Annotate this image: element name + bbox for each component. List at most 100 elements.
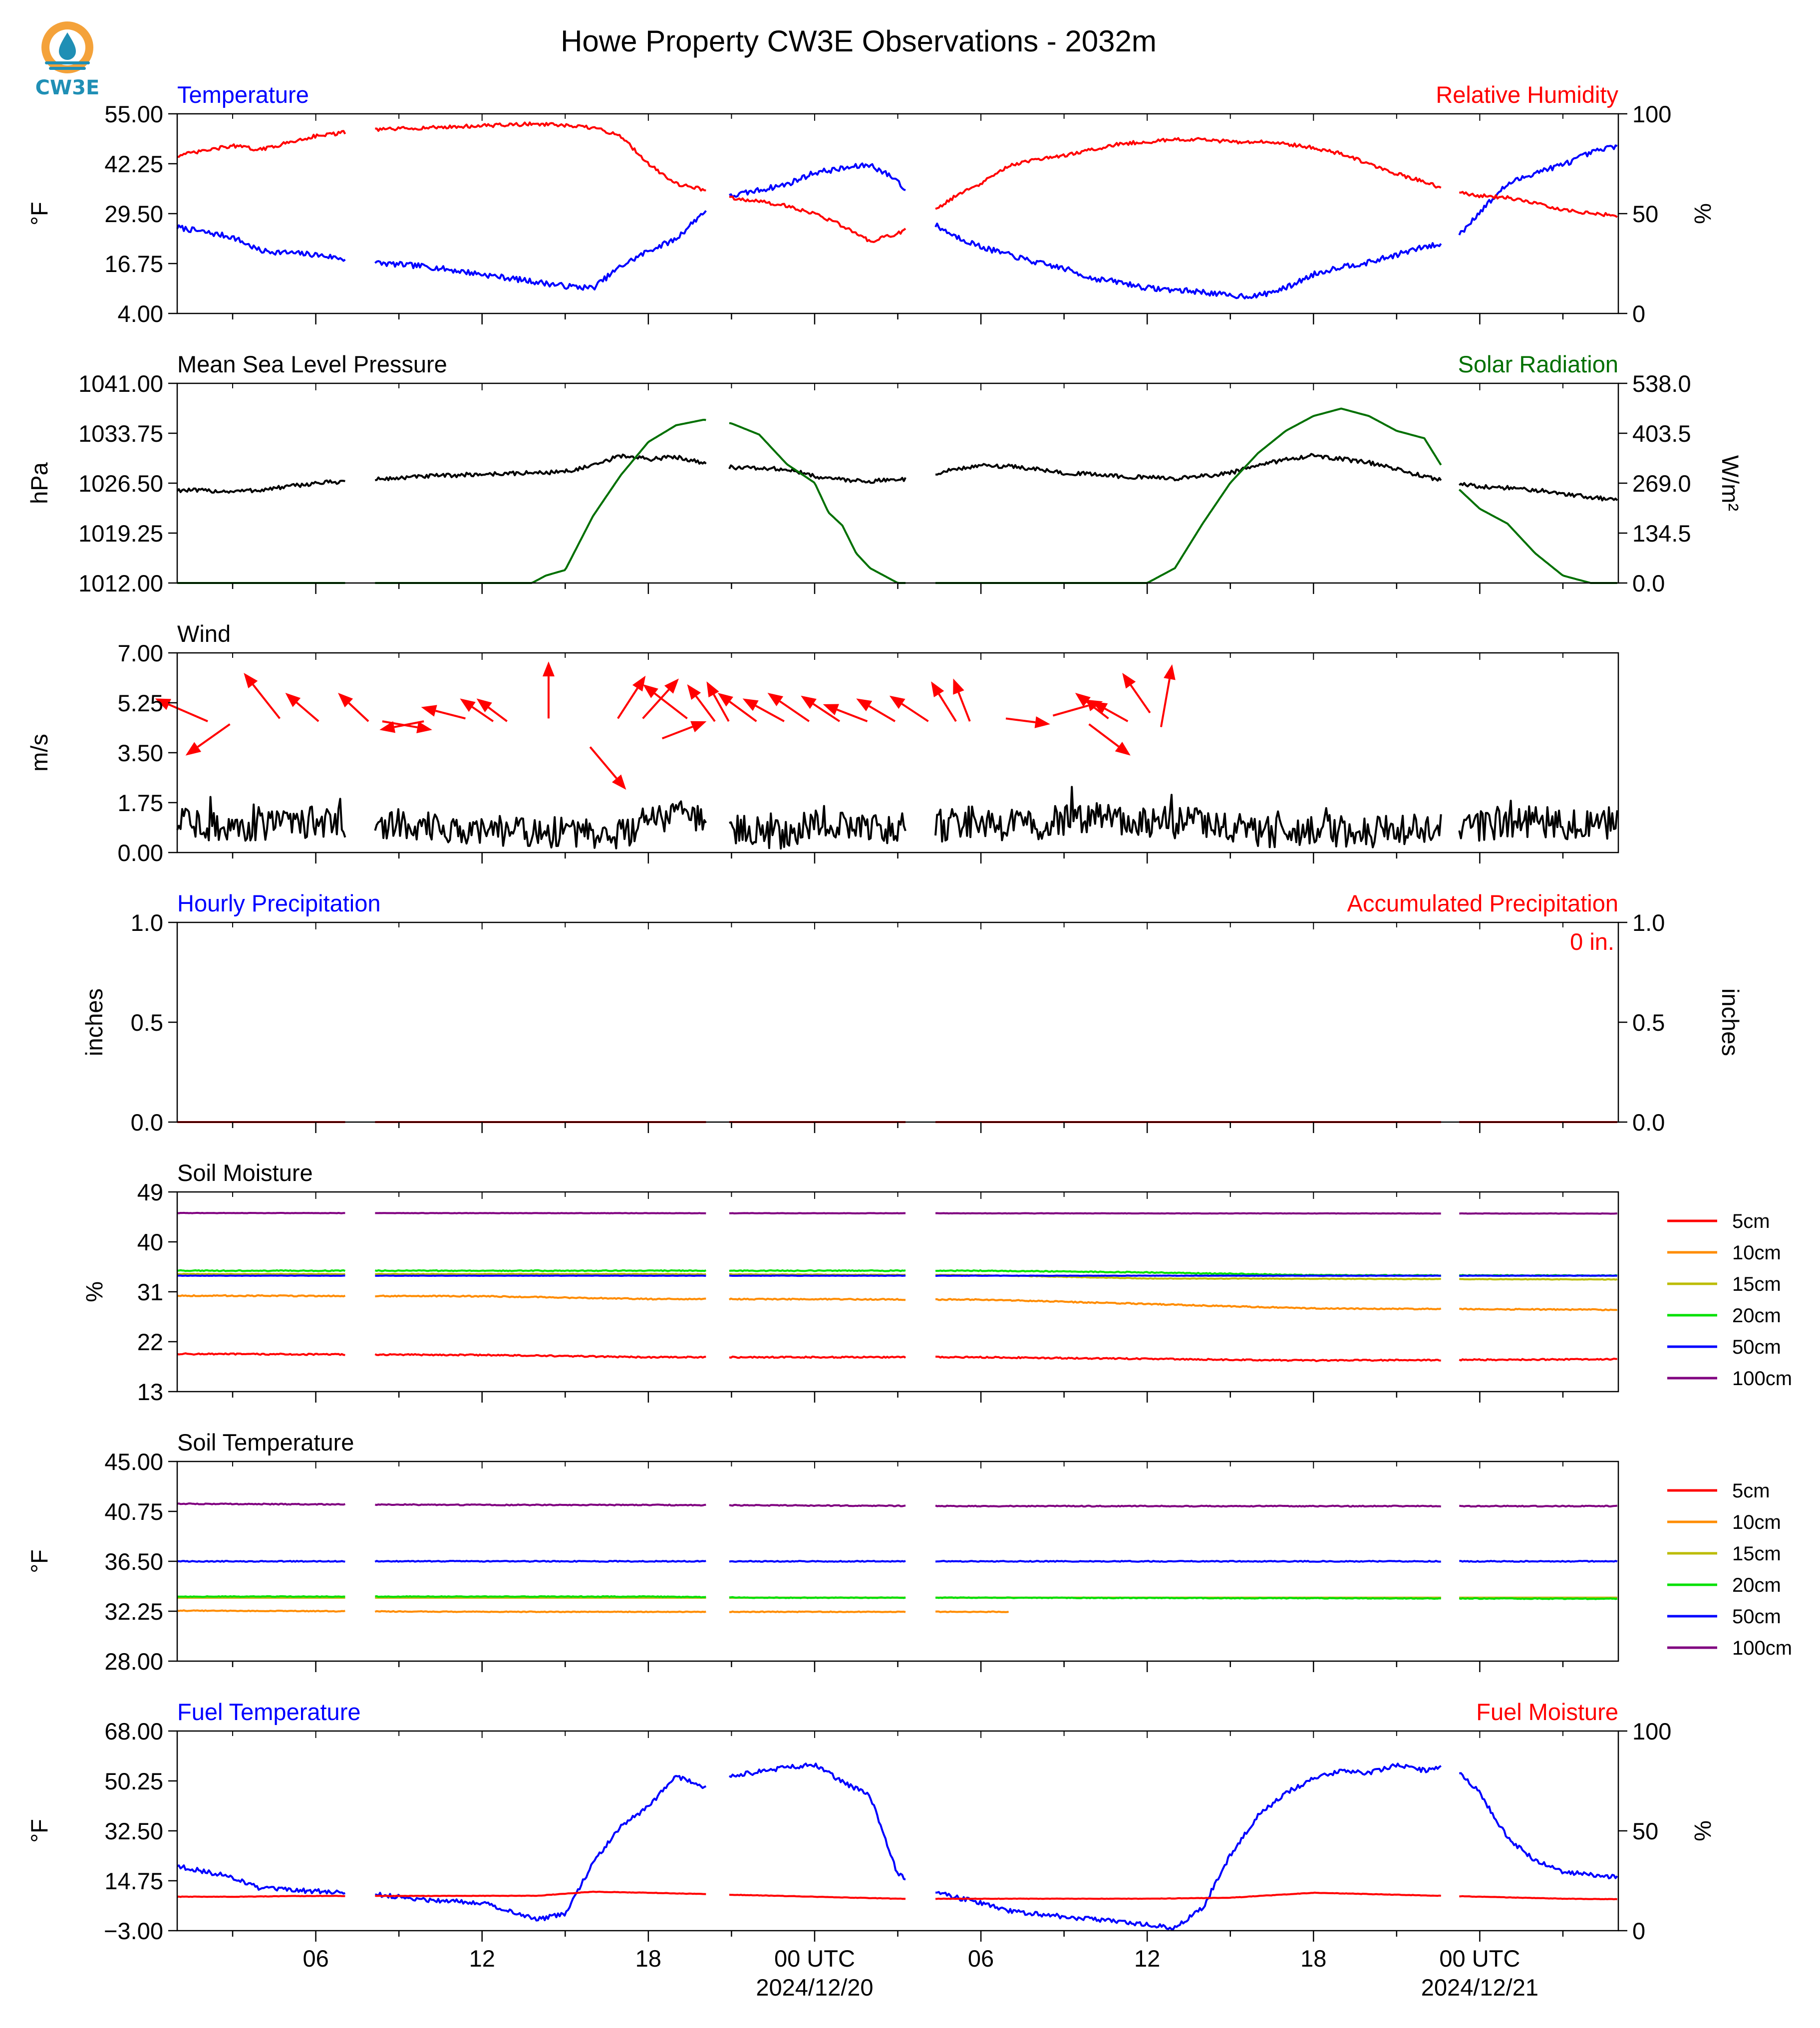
wind-arrow-head [767, 693, 784, 706]
x-tick-label: 18 [1300, 1945, 1326, 1972]
wind-arrow-head [421, 705, 437, 717]
y-tick-label: 1012.00 [78, 570, 163, 596]
wind-arrow-head [642, 684, 658, 698]
y-axis-label: inches [81, 988, 107, 1056]
wind-arrow-head [1122, 673, 1136, 689]
y-tick-label: 3.50 [118, 740, 163, 766]
y2-tick-label: 1.0 [1632, 909, 1665, 936]
legend-label: 100cm [1732, 1368, 1792, 1390]
plot-frame [176, 382, 1619, 584]
y-tick-label: 45.00 [104, 1449, 163, 1475]
wind-arrow [252, 684, 281, 719]
wind-arrow [382, 720, 418, 729]
y-axis-label: °F [26, 1819, 52, 1843]
panel-left-title: Soil Temperature [177, 1429, 354, 1455]
series-100cm [177, 1502, 1618, 1508]
y-tick-label: 50.25 [104, 1768, 163, 1794]
y-axis-label: hPa [26, 462, 52, 504]
panel-fuel: −3.00 14.75 32.50 50.25 68.00 0 50 100 Fuel Temp… [26, 1699, 1716, 2001]
wind-arrow [661, 726, 693, 740]
wind-arrow-head [823, 704, 839, 715]
y-tick-label: 16.75 [104, 251, 163, 277]
wind-arrow [1052, 704, 1089, 717]
wind-arrow [348, 702, 369, 722]
wind-arrow [642, 689, 670, 719]
panel-left-title: Fuel Temperature [177, 1699, 361, 1725]
legend-label: 20cm [1732, 1574, 1781, 1596]
y2-axis-label: inches [1717, 988, 1744, 1056]
series-left-line [176, 453, 1618, 502]
y-tick-label: 42.25 [104, 151, 163, 177]
wind-arrow-head [953, 678, 964, 695]
y-tick-label: 1.0 [131, 909, 163, 936]
y-tick-label: 32.50 [104, 1818, 163, 1844]
panel-right-title: Fuel Moisture [1476, 1699, 1618, 1725]
y2-tick-label: 100 [1632, 101, 1671, 127]
wind-arrow-head [379, 721, 396, 733]
wind-arrow-head [1034, 716, 1050, 728]
y-tick-label: 0.5 [131, 1009, 163, 1036]
wind-arrow-head [706, 681, 719, 698]
x-tick-label: 06 [303, 1945, 328, 1972]
panel-left-title: Temperature [177, 81, 309, 108]
y2-tick-label: 100 [1632, 1718, 1671, 1744]
wind-arrow [938, 693, 957, 722]
y-tick-label: 4.00 [118, 300, 163, 327]
wind-arrow-head [460, 698, 476, 712]
plot-frame [176, 1730, 1619, 1932]
wind-arrow [695, 695, 716, 722]
y-axis-label: % [81, 1281, 107, 1302]
y2-tick-label: 0.5 [1632, 1009, 1665, 1036]
series-right-line [177, 121, 1618, 243]
wind-arrow-head [931, 681, 944, 697]
series-20cm [177, 1595, 1618, 1600]
x-tick-label: 00 UTC [1439, 1945, 1520, 1972]
y-tick-label: 55.00 [104, 101, 163, 127]
cw3e-logo: CW3E [30, 17, 105, 105]
series-20cm [177, 1269, 1618, 1277]
series-15cm [177, 1272, 1618, 1281]
wind-arrow [168, 703, 208, 722]
y2-axis-label: % [1690, 203, 1716, 224]
legend: 5cm 10cm 15cm 20cm 50cm 100cm [1667, 1480, 1792, 1659]
series-100cm [177, 1211, 1617, 1215]
y-tick-label: 5.25 [118, 690, 163, 716]
figure-title: Howe Property CW3E Observations - 2032m [561, 24, 1157, 58]
wind-arrow [654, 692, 688, 720]
wind-arrow-head [801, 695, 817, 709]
y-tick-label: 36.50 [104, 1548, 163, 1575]
y2-tick-label: 0 [1632, 300, 1645, 327]
panel-precipitation: 0.0 0.5 1.0 0.0 0.5 1.0 Hourly Precipitation Ac… [81, 890, 1744, 1136]
wind-arrow-head [687, 684, 701, 700]
wind-arrow [296, 702, 319, 722]
y2-tick-label: 403.5 [1632, 420, 1691, 447]
wind-arrow [713, 694, 730, 722]
y2-tick-label: 50 [1632, 201, 1658, 227]
y2-tick-label: 269.0 [1632, 470, 1691, 497]
wind-arrow-head [742, 698, 759, 711]
y2-tick-label: 0.0 [1632, 1109, 1665, 1136]
wind-arrow [1160, 679, 1171, 727]
legend-label: 100cm [1732, 1637, 1792, 1659]
wind-arrow [589, 746, 617, 779]
wind-arrow [488, 706, 508, 722]
wind-arrow-head [1115, 742, 1131, 756]
panel-left-title: Mean Sea Level Pressure [177, 351, 447, 377]
panel-right-title: Accumulated Precipitation [1347, 890, 1618, 916]
panel-right-title: Relative Humidity [1436, 81, 1618, 108]
y2-axis-label: % [1690, 1820, 1716, 1841]
y-tick-label: 29.50 [104, 201, 163, 227]
wind-arrow-head [155, 698, 171, 710]
wind-arrow-head [338, 693, 353, 708]
y-tick-label: 13 [137, 1379, 163, 1405]
series-50cm [177, 1274, 1617, 1277]
legend-label: 15cm [1732, 1543, 1781, 1565]
wind-arrow-head [1092, 701, 1108, 714]
legend-label: 5cm [1732, 1210, 1770, 1232]
legend-label: 50cm [1732, 1606, 1781, 1628]
wind-arrow-head [632, 675, 646, 692]
wind-arrow [394, 720, 424, 728]
y-axis-label: m/s [26, 734, 52, 772]
y-axis-label: °F [26, 1549, 52, 1573]
